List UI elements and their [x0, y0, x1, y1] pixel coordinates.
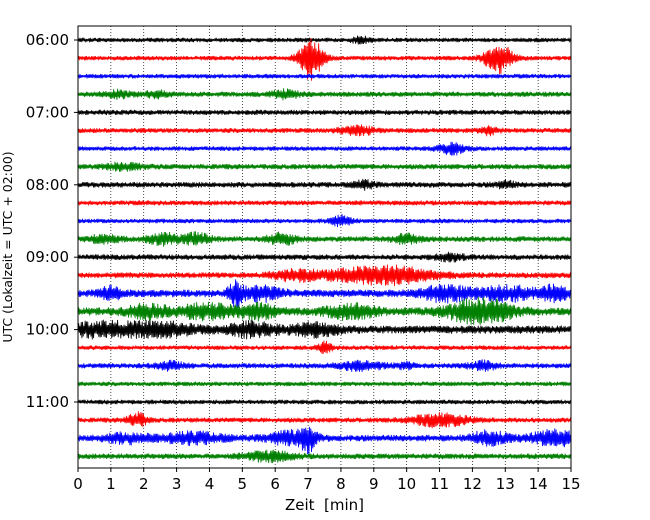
trace-1130: [77, 426, 572, 455]
trace-0915: [77, 264, 572, 287]
y-axis-label: UTC (Lokalzeit = UTC + 02:00): [0, 151, 15, 342]
trace-0900: [77, 251, 572, 263]
trace-1030: [77, 359, 572, 373]
x-axis-label: Zeit [min]: [285, 496, 364, 514]
x-tick-label: 7: [303, 475, 313, 493]
trace-1100: [77, 399, 572, 405]
trace-0945: [77, 296, 572, 326]
trace-1145: [77, 449, 572, 464]
x-tick-label: 5: [238, 475, 248, 493]
plot-frame: [77, 25, 572, 469]
y-tick-label: 11:00: [26, 393, 69, 411]
trace-0830: [77, 213, 572, 228]
trace-0800: [77, 178, 572, 191]
trace-0600: [77, 35, 572, 45]
x-tick-label: 14: [529, 475, 548, 493]
trace-1000: [77, 319, 572, 340]
x-tick-label: 8: [336, 475, 346, 493]
y-tick-label: 08:00: [26, 176, 69, 194]
y-tick-label: 09:00: [26, 248, 69, 266]
seismic-traces: [77, 35, 572, 464]
x-axis-ticks: 0 1 2 3 4 5 6 7 8 9 10 11 12 13 14 15: [73, 468, 581, 493]
trace-0715: [77, 124, 572, 137]
trace-0730: [77, 141, 572, 156]
x-tick-label: 6: [270, 475, 280, 493]
trace-0630: [77, 73, 572, 79]
x-tick-label: 3: [172, 475, 182, 493]
y-axis-ticks: 06:00 07:00 08:00 09:00 10:00 11:00: [26, 31, 78, 411]
x-tick-label: 12: [463, 475, 482, 493]
trace-1045: [77, 381, 572, 387]
x-tick-label: 0: [73, 475, 83, 493]
trace-1115: [77, 411, 572, 429]
y-tick-label: 06:00: [26, 31, 69, 49]
x-tick-label: 2: [139, 475, 149, 493]
x-tick-label: 10: [397, 475, 416, 493]
trace-0700: [77, 109, 572, 116]
x-tick-label: 1: [106, 475, 116, 493]
y-tick-label: 10:00: [26, 321, 69, 339]
trace-0845: [77, 231, 572, 247]
trace-0815: [77, 200, 572, 206]
trace-0930: [77, 279, 572, 309]
x-tick-label: 11: [430, 475, 449, 493]
x-tick-label: 4: [205, 475, 215, 493]
trace-0745: [77, 161, 572, 172]
x-tick-label: 9: [369, 475, 379, 493]
y-tick-label: 07:00: [26, 103, 69, 121]
x-tick-label: 15: [561, 475, 580, 493]
trace-0615: [77, 37, 572, 81]
x-tick-label: 13: [496, 475, 515, 493]
trace-0645: [77, 88, 572, 101]
trace-1015: [77, 340, 572, 355]
